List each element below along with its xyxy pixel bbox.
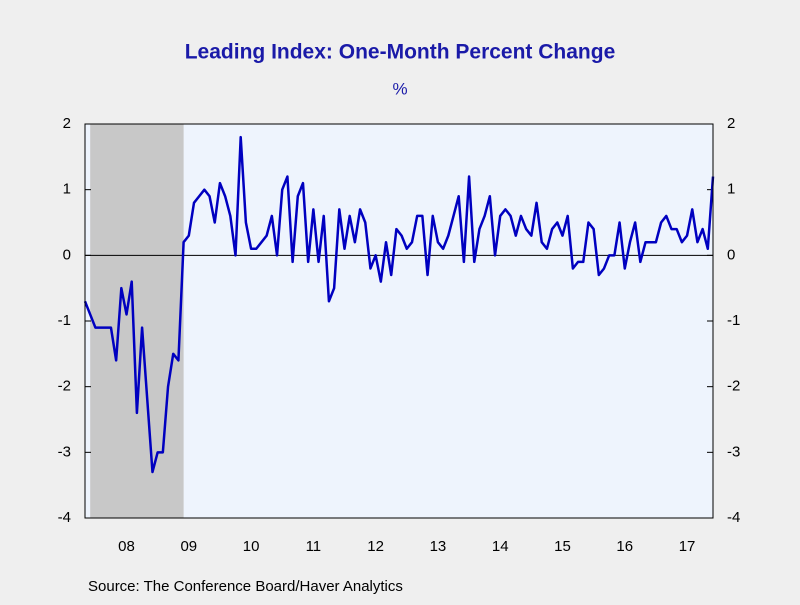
x-tick-label: 14 (492, 538, 509, 555)
x-tick-label: 17 (679, 538, 696, 555)
y-tick-label: 0 (63, 246, 71, 263)
y2-tick-label: -4 (727, 509, 740, 526)
source-note: Source: The Conference Board/Haver Analy… (88, 578, 403, 595)
shaded-period (90, 124, 184, 518)
y-axis-label: % (392, 79, 407, 98)
y2-tick-label: -3 (727, 443, 740, 460)
y2-tick-label: 2 (727, 115, 735, 132)
y-tick-label: 1 (63, 181, 71, 198)
y2-tick-label: -1 (727, 312, 740, 329)
x-tick-label: 11 (306, 538, 322, 555)
plot-area (85, 124, 713, 518)
chart-title: Leading Index: One-Month Percent Change (185, 41, 616, 64)
x-tick-label: 10 (243, 538, 260, 555)
y-tick-label: -1 (58, 312, 71, 329)
y-tick-label: -3 (58, 443, 71, 460)
y-tick-label: -2 (58, 378, 71, 395)
y2-tick-label: 0 (727, 246, 735, 263)
x-tick-label: 13 (430, 538, 447, 555)
y-tick-label: 2 (63, 115, 71, 132)
y2-tick-label: 1 (727, 181, 735, 198)
y-tick-label: -4 (58, 509, 71, 526)
data-line (83, 135, 715, 474)
plot-border (84, 123, 714, 519)
x-tick-label: 15 (554, 538, 571, 555)
x-tick-label: 08 (118, 538, 135, 555)
x-tick-label: 12 (367, 538, 384, 555)
x-tick-label: 09 (180, 538, 197, 555)
y2-tick-label: -2 (727, 378, 740, 395)
x-tick-label: 16 (616, 538, 633, 555)
